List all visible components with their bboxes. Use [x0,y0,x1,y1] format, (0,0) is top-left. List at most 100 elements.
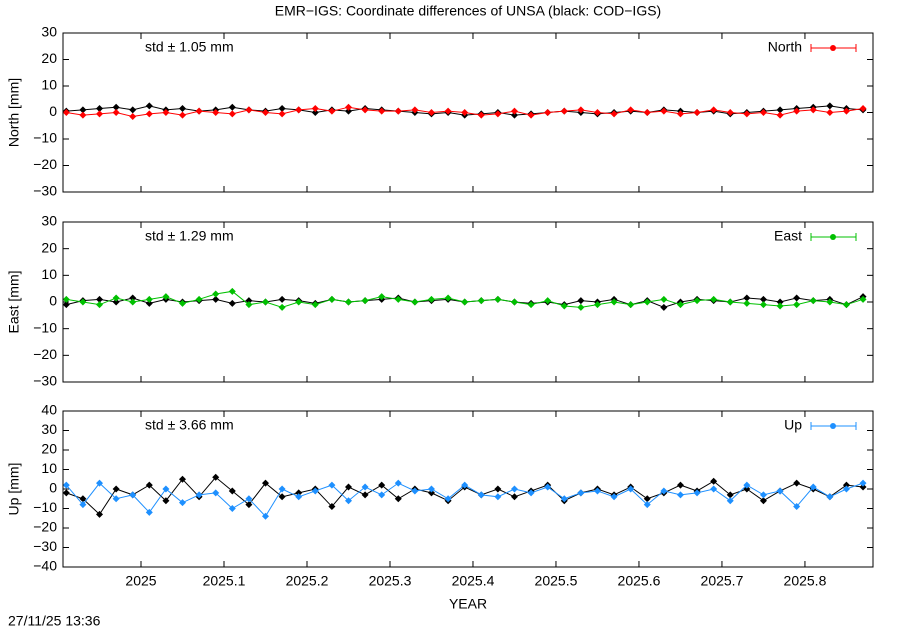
data-point [79,298,87,306]
data-point [278,493,286,501]
data-point [278,485,286,493]
data-point [228,103,236,111]
data-point [245,297,253,305]
data-point [527,111,535,119]
legend-label: North [768,39,802,55]
data-point [344,298,352,306]
x-tick-label: 2025.7 [701,573,744,589]
y-tick-label: 20 [41,441,57,457]
data-point [212,473,220,481]
data-point [577,106,585,114]
x-tick-label: 2025.4 [452,573,495,589]
data-point [793,294,801,302]
data-point [593,301,601,309]
std-annotation: std ± 1.05 mm [145,39,234,55]
data-point [278,303,286,311]
data-point [295,298,303,306]
data-point [477,297,485,305]
data-point [676,481,684,489]
data-point [759,109,767,116]
data-point [693,109,701,116]
data-point [328,503,336,511]
data-point [643,109,651,116]
data-point [743,299,751,307]
data-point [262,512,269,520]
data-point [228,487,236,495]
data-point [577,303,585,311]
data-point [344,497,352,505]
data-point [361,483,369,491]
data-point [112,495,120,503]
data-point [145,481,153,489]
data-point [842,301,850,309]
data-point [295,493,303,501]
data-point [544,109,552,116]
data-point [195,107,203,115]
data-point [262,479,269,487]
data-point [96,295,104,303]
data-point [793,301,801,309]
data-point [560,302,568,310]
data-point [145,299,153,307]
data-point [826,109,834,116]
data-point [477,491,485,499]
data-point [560,107,568,115]
plot-frame [62,32,874,193]
data-point [96,301,104,309]
data-point [311,109,319,116]
y-tick-label: −10 [33,499,57,515]
plot-frame [62,221,874,383]
data-point [444,107,452,115]
y-tick-label: 10 [41,460,57,476]
data-point [79,495,87,503]
data-point [494,493,502,501]
data-point [162,293,170,301]
data-point [726,109,734,116]
data-point [793,479,801,487]
data-point [494,110,502,118]
data-point [826,493,834,501]
data-point [179,499,187,507]
data-point [693,297,701,305]
y-tick-label: −40 [33,558,57,574]
data-point [145,110,153,118]
data-point [394,479,402,487]
data-point [461,481,469,489]
y-tick-label: −30 [33,373,57,389]
data-point [228,505,236,512]
legend-marker [830,234,836,240]
data-point [411,487,419,495]
data-point [660,487,668,495]
data-point [79,501,87,509]
data-point [544,297,552,305]
data-point [112,294,120,302]
data-point [378,491,386,499]
data-point [96,110,104,118]
data-point [510,107,518,115]
data-point [544,483,552,491]
y-tick-label: 20 [41,50,57,66]
data-point [79,106,87,114]
legend-marker [830,45,836,51]
y-tick-label: 40 [41,402,57,418]
data-point [278,110,286,118]
data-point [344,103,352,111]
data-point [79,111,87,119]
data-point [361,491,369,499]
data-point [676,491,684,499]
data-point [743,481,751,489]
data-point [593,487,601,495]
data-point [809,297,817,305]
timestamp: 27/11/25 13:36 [8,613,101,629]
data-point [179,111,187,119]
data-point [710,106,718,114]
data-point [693,489,701,497]
data-point [726,491,734,499]
data-point [179,105,187,113]
data-point [826,298,834,306]
plot-frame [62,410,874,568]
data-point [776,298,784,306]
y-tick-label: 10 [41,77,57,93]
data-point [361,106,369,114]
data-point [676,301,684,309]
